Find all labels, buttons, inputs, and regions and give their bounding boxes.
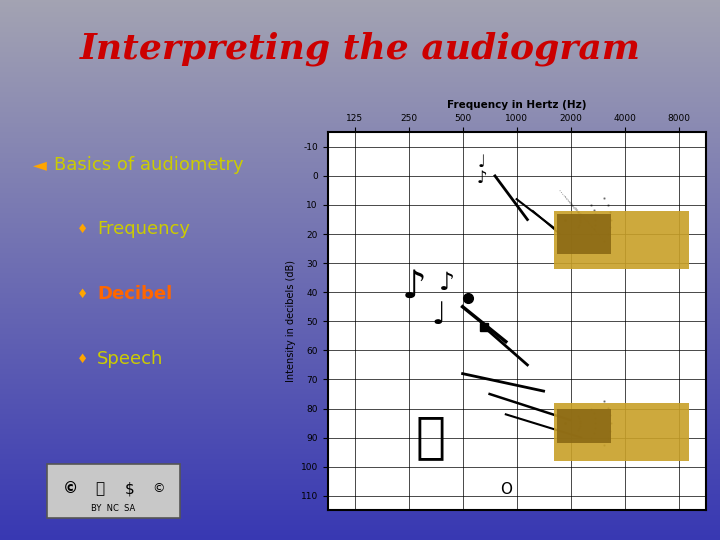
Text: ⓘ: ⓘ: [96, 481, 104, 496]
Text: Decibel: Decibel: [97, 285, 173, 303]
Y-axis label: Intensity in decibels (dB): Intensity in decibels (dB): [287, 260, 297, 382]
Text: ♦: ♦: [77, 288, 89, 301]
Text: ©: ©: [153, 482, 165, 495]
Text: ♦: ♦: [77, 353, 89, 366]
Text: 𝄢: 𝄢: [415, 414, 445, 462]
Text: ♪: ♪: [402, 267, 426, 306]
Bar: [557, 214, 611, 254]
Text: ♩
♪: ♩ ♪: [476, 153, 487, 187]
Bar: [554, 211, 690, 269]
Text: ©: ©: [63, 481, 78, 496]
Text: ♩: ♩: [431, 301, 446, 330]
Text: Interpreting the audiogram: Interpreting the audiogram: [79, 31, 641, 66]
Bar: [554, 403, 690, 461]
Text: BY  NC  SA: BY NC SA: [91, 504, 135, 513]
Text: ♦: ♦: [77, 223, 89, 236]
Text: ♪: ♪: [438, 272, 454, 295]
Text: Frequency: Frequency: [97, 220, 190, 239]
Text: Speech: Speech: [97, 350, 163, 368]
Text: O: O: [500, 482, 512, 497]
Bar: [557, 409, 611, 443]
Text: Basics of audiometry: Basics of audiometry: [54, 156, 243, 174]
Text: $: $: [125, 481, 134, 496]
FancyBboxPatch shape: [47, 464, 180, 518]
Text: ◄: ◄: [32, 156, 47, 174]
X-axis label: Frequency in Hertz (Hz): Frequency in Hertz (Hz): [447, 100, 586, 110]
